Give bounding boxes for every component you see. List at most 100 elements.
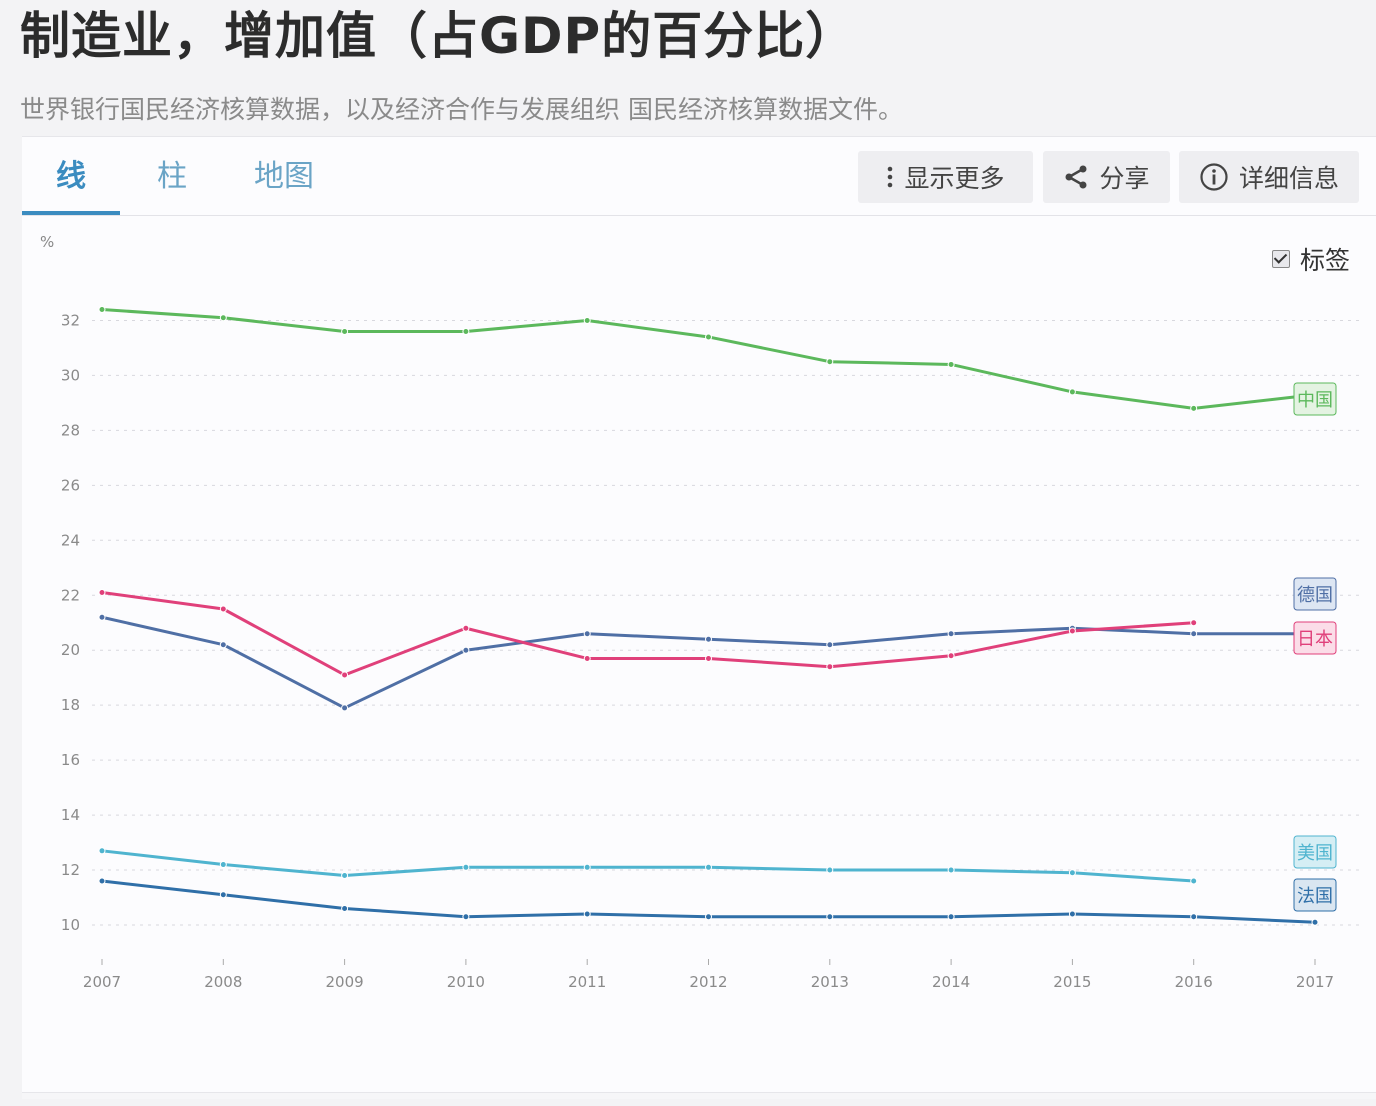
data-point <box>462 913 470 921</box>
data-point <box>341 327 349 335</box>
data-point <box>1068 627 1076 635</box>
y-tick-label: 28 <box>61 421 80 439</box>
data-point <box>826 866 834 874</box>
series-line <box>101 615 1315 710</box>
y-tick-label: 20 <box>61 641 80 659</box>
y-tick-label: 26 <box>61 476 80 494</box>
y-tick-label: 12 <box>61 861 80 879</box>
data-point <box>98 613 106 621</box>
data-point <box>462 327 470 335</box>
data-point <box>219 891 227 899</box>
x-tick-label: 2017 <box>1296 973 1334 991</box>
y-tick-label: 30 <box>61 366 80 384</box>
data-point <box>947 866 955 874</box>
series-end-label: 日本 <box>1293 621 1337 655</box>
data-point <box>341 671 349 679</box>
show-more-label: 显示更多 <box>904 164 1005 193</box>
data-point <box>219 605 227 613</box>
data-point <box>705 635 712 643</box>
data-point <box>947 360 955 368</box>
details-button[interactable]: 详细信息 <box>1179 151 1359 203</box>
data-point <box>219 861 227 869</box>
data-point <box>1190 913 1198 921</box>
data-point <box>341 704 349 712</box>
series-label-box <box>1293 382 1337 416</box>
x-tick-label: 2010 <box>447 973 485 991</box>
data-point <box>1068 910 1076 918</box>
y-axis-unit-label: % <box>40 233 54 251</box>
data-point <box>1068 388 1076 396</box>
series-label-box <box>1293 577 1337 611</box>
data-point <box>583 654 591 662</box>
y-tick-label: 14 <box>61 806 80 824</box>
data-point <box>826 641 834 649</box>
data-point <box>1068 869 1076 877</box>
data-point <box>341 905 349 913</box>
series-label-box <box>1293 621 1337 655</box>
y-tick-label: 32 <box>61 311 80 329</box>
share-button[interactable]: 分享 <box>1043 151 1170 203</box>
data-point <box>1190 877 1198 885</box>
data-point <box>583 863 591 871</box>
page-title: 制造业，增加值（占GDP的百分比） <box>20 7 857 65</box>
page-subtitle: 世界银行国民经济核算数据，以及经济合作与发展组织 国民经济核算数据文件。 <box>20 95 903 124</box>
tab-map[interactable]: 地图 <box>254 159 314 194</box>
data-point <box>1311 918 1319 926</box>
series-label-text: 中国 <box>1297 390 1333 411</box>
x-tick-label: 2013 <box>811 973 849 991</box>
data-point <box>219 314 227 322</box>
data-point <box>705 333 712 341</box>
labels-toggle-label: 标签 <box>1300 246 1351 275</box>
info-icon <box>1200 163 1228 191</box>
data-point <box>1190 619 1198 627</box>
data-point <box>98 589 106 597</box>
series-label-text: 日本 <box>1297 629 1333 650</box>
share-label: 分享 <box>1099 164 1150 193</box>
data-point <box>947 652 955 660</box>
share-icon <box>1065 165 1087 189</box>
data-point <box>947 630 955 638</box>
series-label-box <box>1293 878 1337 912</box>
series-end-label: 法国 <box>1293 878 1337 912</box>
labels-toggle[interactable]: 标签 <box>1272 241 1350 277</box>
data-point <box>583 630 591 638</box>
data-point <box>462 646 470 654</box>
tab-bar-chart[interactable]: 柱 <box>157 159 187 194</box>
y-tick-label: 22 <box>61 586 80 604</box>
series-end-label: 美国 <box>1293 835 1337 869</box>
x-tick-label: 2015 <box>1053 973 1091 991</box>
details-label: 详细信息 <box>1238 164 1339 193</box>
tab-bar: 线 柱 地图 显示更多 分享 详细信息 <box>22 137 1376 216</box>
data-point <box>98 847 106 855</box>
x-tick-label: 2012 <box>689 973 727 991</box>
series-label-text: 德国 <box>1297 585 1333 606</box>
y-tick-label: 16 <box>61 751 80 769</box>
data-point <box>826 358 834 366</box>
data-point <box>583 316 591 324</box>
show-more-button[interactable]: 显示更多 <box>858 151 1033 203</box>
series-end-label: 中国 <box>1293 382 1337 416</box>
series-label-text: 法国 <box>1297 886 1333 907</box>
more-vertical-icon <box>888 166 893 188</box>
series-label-box <box>1293 835 1337 869</box>
data-point <box>583 910 591 918</box>
data-point <box>705 863 712 871</box>
chart-panel: 线 柱 地图 显示更多 分享 详细信息 标签 <box>22 136 1376 1099</box>
line-chart: % 10 12 14 16 18 20 22 24 26 28 30 32 2007 2008 2009 201… <box>40 233 1362 991</box>
series-line <box>101 591 1194 677</box>
data-point <box>705 654 712 662</box>
data-point <box>1190 404 1198 412</box>
data-point <box>98 877 106 885</box>
x-tick-label: 2014 <box>932 973 970 991</box>
y-tick-label: 24 <box>61 531 80 549</box>
panel-footer <box>22 1092 1376 1099</box>
labels-checkbox[interactable] <box>1272 250 1290 268</box>
data-point <box>1190 630 1198 638</box>
y-tick-label: 10 <box>61 916 80 934</box>
x-tick-label: 2009 <box>326 973 364 991</box>
data-point <box>341 872 349 880</box>
x-tick-label: 2008 <box>204 973 242 991</box>
data-point <box>462 624 470 632</box>
data-point <box>947 913 955 921</box>
tab-line[interactable]: 线 <box>22 155 120 215</box>
